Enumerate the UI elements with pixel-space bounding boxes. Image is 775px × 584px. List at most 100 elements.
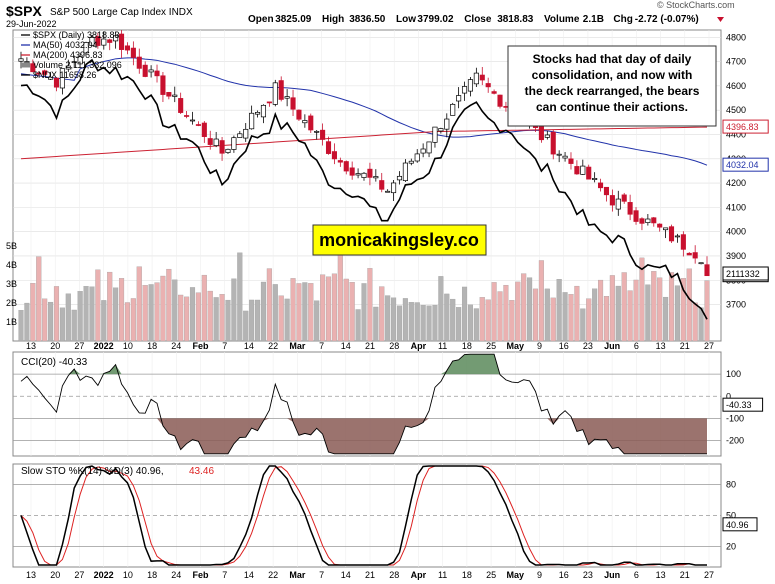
quote-close: 3818.83: [497, 14, 534, 25]
x-tick-label: 14: [244, 341, 254, 351]
ma50-line: [20, 57, 708, 166]
volume-bar: [391, 297, 397, 342]
candle-body: [396, 175, 403, 181]
candle-body: [704, 264, 710, 277]
volume-bar: [444, 293, 450, 342]
volume-bar: [503, 284, 509, 342]
quote-open_label: Open: [248, 14, 274, 25]
x-tick-label: 10: [123, 341, 133, 351]
ma200-legend: MA(200) 4396.83: [33, 50, 103, 60]
symbol: $SPX: [6, 3, 42, 19]
volume-bar: [89, 286, 95, 342]
volume-bar: [83, 286, 89, 342]
volume-bar: [95, 269, 101, 342]
volume-bar: [142, 285, 148, 342]
watermark: monicakingsley.co: [319, 230, 479, 250]
candle-body: [278, 80, 284, 100]
ma50-value: 4032.04: [726, 160, 759, 170]
quote-low: 3799.02: [417, 14, 454, 25]
candle-body: [379, 180, 385, 190]
candle-body: [172, 94, 178, 97]
x-tick-label-bottom: 10: [123, 570, 133, 580]
x-tick-label: 27: [704, 341, 714, 351]
x-tick-label-bottom: 22: [268, 570, 278, 580]
volume-bar: [603, 296, 610, 342]
volume-bar: [349, 282, 355, 342]
candle-body: [686, 252, 692, 256]
candle-body: [95, 36, 101, 46]
x-tick-label-bottom: 9: [537, 570, 542, 580]
x-tick-label: Jun: [604, 341, 620, 351]
volume-tick: 2B: [6, 298, 17, 308]
price-y-tick: 4600: [726, 81, 746, 91]
ma200-value-box: [722, 119, 769, 134]
cci-line: [20, 353, 707, 455]
candle-body: [101, 38, 107, 46]
cci-y-tick: 100: [726, 369, 741, 379]
x-tick-label-bottom: 27: [74, 570, 84, 580]
candle-body: [580, 165, 586, 175]
sto-k-line: [20, 465, 707, 566]
volume-bar: [668, 272, 675, 342]
x-tick-label-bottom: Mar: [289, 570, 306, 580]
quote-chg_label: Chg: [613, 14, 632, 25]
x-tick-label: 18: [462, 341, 472, 351]
candle-body: [432, 126, 438, 143]
volume-bar: [367, 268, 373, 342]
x-tick-label: 23: [583, 341, 593, 351]
candle-body: [680, 234, 686, 250]
volume-bar: [113, 287, 119, 342]
volume-bar: [172, 279, 178, 342]
cci-value: -40.33: [726, 400, 752, 410]
candle-body: [314, 130, 320, 133]
volume-bar: [184, 296, 190, 342]
date: 29-Jun-2022: [6, 19, 57, 29]
volume-bar: [663, 296, 669, 342]
volume-bar: [337, 251, 343, 342]
candle-body: [255, 111, 261, 115]
candle-body: [266, 101, 272, 104]
volume-bar: [243, 310, 249, 342]
candle-body: [337, 160, 343, 163]
volume-bar: [325, 276, 332, 342]
candle-body: [296, 109, 302, 120]
candle-body: [361, 172, 367, 178]
volume-bar: [48, 301, 54, 342]
candle-body: [184, 115, 190, 117]
candle-body: [136, 56, 142, 69]
cci-title: CCI(20) -40.33: [21, 357, 88, 368]
candle-body: [77, 56, 83, 65]
x-tick-label-bottom: 14: [341, 570, 351, 580]
volume-bar: [237, 252, 243, 342]
x-tick-label-bottom: 21: [365, 570, 375, 580]
volume-bar: [266, 268, 272, 342]
cci-oversold-fill: [21, 418, 707, 454]
candle-body: [130, 47, 136, 58]
quote-volume_label: Volume: [544, 14, 580, 25]
volume-bar: [65, 293, 71, 342]
candle-body: [71, 61, 77, 64]
x-tick-label-bottom: 18: [147, 570, 157, 580]
volume-bar: [491, 282, 497, 342]
volume-bar: [207, 290, 213, 342]
x-tick-label: 9: [537, 341, 542, 351]
volume-bar: [627, 290, 633, 342]
x-tick-label-bottom: 21: [680, 570, 690, 580]
annotation-line: Stocks had that day of daily: [533, 52, 692, 66]
x-tick-label-bottom: 28: [389, 570, 399, 580]
x-tick-label: Mar: [289, 341, 306, 351]
candle-body: [355, 173, 361, 176]
candle-body: [491, 91, 497, 94]
volume-bar: [107, 271, 113, 342]
volume-bar: [53, 286, 60, 342]
x-tick-label-bottom: 7: [319, 570, 324, 580]
sto-y-tick: 50: [726, 511, 736, 521]
x-tick-label-bottom: 13: [656, 570, 666, 580]
candle-body: [598, 182, 604, 189]
volume-bar: [219, 294, 225, 342]
candle-body: [118, 33, 125, 50]
candle-body: [367, 168, 373, 178]
x-tick-label: 2022: [94, 341, 114, 351]
candle-body: [48, 76, 54, 80]
quote-open: 3825.09: [275, 14, 312, 25]
